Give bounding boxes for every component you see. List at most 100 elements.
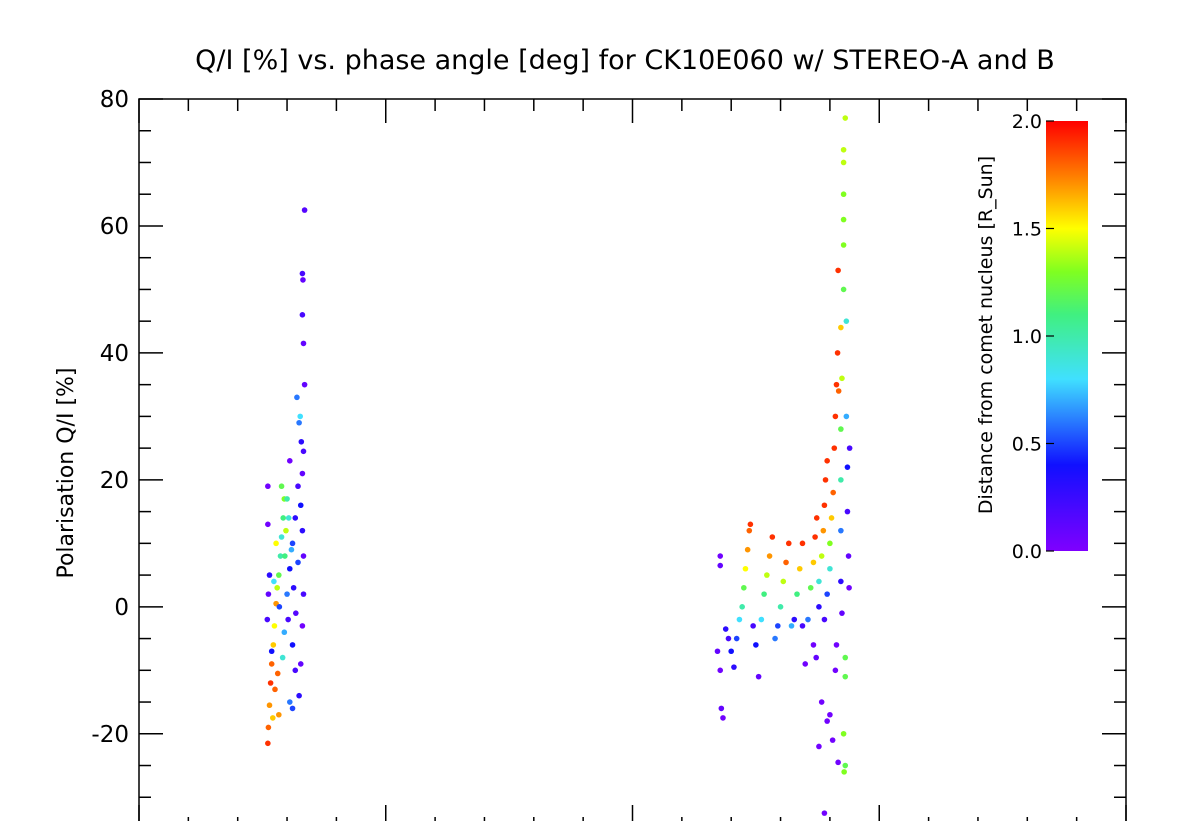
colorbar-label: Distance from comet nucleus [R_Sun] bbox=[975, 156, 997, 514]
data-point bbox=[300, 591, 307, 597]
data-point bbox=[736, 616, 743, 623]
data-point bbox=[844, 508, 851, 515]
data-point bbox=[718, 705, 725, 712]
data-point bbox=[838, 527, 844, 534]
axis-ticks bbox=[138, 98, 1127, 821]
data-point bbox=[271, 623, 278, 629]
data-point bbox=[274, 670, 281, 677]
data-point bbox=[788, 623, 795, 629]
data-point bbox=[272, 686, 278, 693]
data-point bbox=[818, 553, 825, 559]
data-point bbox=[725, 635, 732, 642]
data-point bbox=[264, 616, 271, 623]
data-point bbox=[838, 426, 844, 432]
data-point bbox=[816, 604, 822, 610]
data-point bbox=[297, 413, 304, 420]
data-point bbox=[299, 312, 306, 318]
data-point bbox=[274, 584, 280, 591]
data-point bbox=[840, 730, 847, 737]
data-point bbox=[286, 565, 293, 572]
data-point bbox=[273, 540, 279, 547]
data-point bbox=[839, 610, 845, 616]
data-point bbox=[843, 413, 850, 420]
data-point bbox=[279, 654, 286, 661]
data-point bbox=[794, 591, 800, 597]
data-point bbox=[846, 584, 852, 591]
data-point bbox=[296, 692, 302, 699]
y-tick-label: 40 bbox=[100, 341, 129, 367]
data-point bbox=[285, 616, 291, 623]
data-point bbox=[845, 553, 852, 559]
data-point bbox=[835, 388, 842, 394]
data-point bbox=[278, 534, 285, 540]
data-point bbox=[299, 470, 306, 477]
data-point bbox=[286, 458, 293, 464]
data-point bbox=[812, 534, 818, 540]
data-point bbox=[741, 584, 747, 591]
data-point bbox=[265, 521, 271, 528]
data-point bbox=[266, 572, 273, 578]
data-point bbox=[728, 648, 734, 655]
data-point bbox=[824, 458, 830, 464]
data-point bbox=[739, 604, 745, 610]
data-point bbox=[292, 667, 299, 674]
data-point bbox=[842, 673, 849, 680]
data-point bbox=[766, 553, 773, 559]
data-point bbox=[818, 699, 825, 705]
data-point bbox=[722, 626, 729, 632]
data-point bbox=[805, 616, 811, 623]
data-point bbox=[840, 242, 847, 248]
data-point bbox=[840, 216, 847, 223]
data-point bbox=[293, 610, 299, 616]
data-point bbox=[281, 629, 288, 636]
data-point bbox=[294, 394, 300, 401]
data-point bbox=[822, 477, 829, 483]
data-point bbox=[290, 584, 297, 591]
data-point bbox=[828, 515, 835, 521]
data-point bbox=[269, 715, 276, 721]
data-point bbox=[846, 445, 853, 451]
y-tick-label: 20 bbox=[100, 468, 129, 494]
data-point bbox=[824, 718, 830, 724]
data-point bbox=[827, 711, 833, 718]
data-point bbox=[769, 534, 776, 540]
data-point bbox=[816, 578, 822, 585]
data-point bbox=[276, 572, 282, 578]
data-point bbox=[267, 680, 274, 686]
data-point bbox=[284, 496, 290, 502]
data-point bbox=[840, 191, 847, 198]
data-point bbox=[746, 527, 753, 534]
data-point bbox=[720, 715, 726, 721]
data-point bbox=[300, 340, 307, 347]
data-point bbox=[796, 565, 803, 572]
y-tick-label: 80 bbox=[100, 87, 129, 113]
data-point bbox=[772, 635, 778, 642]
data-point bbox=[744, 546, 751, 553]
data-point bbox=[821, 616, 828, 623]
data-point bbox=[780, 578, 787, 585]
data-point bbox=[286, 699, 293, 705]
data-point bbox=[775, 623, 781, 629]
data-point bbox=[300, 553, 307, 559]
data-point bbox=[785, 540, 792, 547]
data-point bbox=[278, 483, 285, 490]
data-point bbox=[270, 642, 277, 648]
data-point bbox=[717, 553, 724, 559]
data-point bbox=[758, 616, 765, 623]
data-point bbox=[824, 591, 830, 597]
data-point bbox=[289, 642, 296, 648]
data-point bbox=[301, 207, 308, 213]
data-point bbox=[717, 562, 724, 569]
data-point bbox=[297, 661, 304, 667]
data-point bbox=[816, 743, 822, 750]
data-point bbox=[742, 565, 749, 572]
data-point bbox=[838, 477, 844, 483]
y-tick-label: 0 bbox=[114, 595, 129, 621]
data-point bbox=[265, 591, 272, 597]
data-point bbox=[295, 559, 301, 566]
data-point bbox=[829, 737, 836, 743]
data-point bbox=[764, 572, 770, 578]
data-point bbox=[783, 559, 789, 566]
colorbar-tick-label: 2.0 bbox=[1012, 111, 1042, 133]
